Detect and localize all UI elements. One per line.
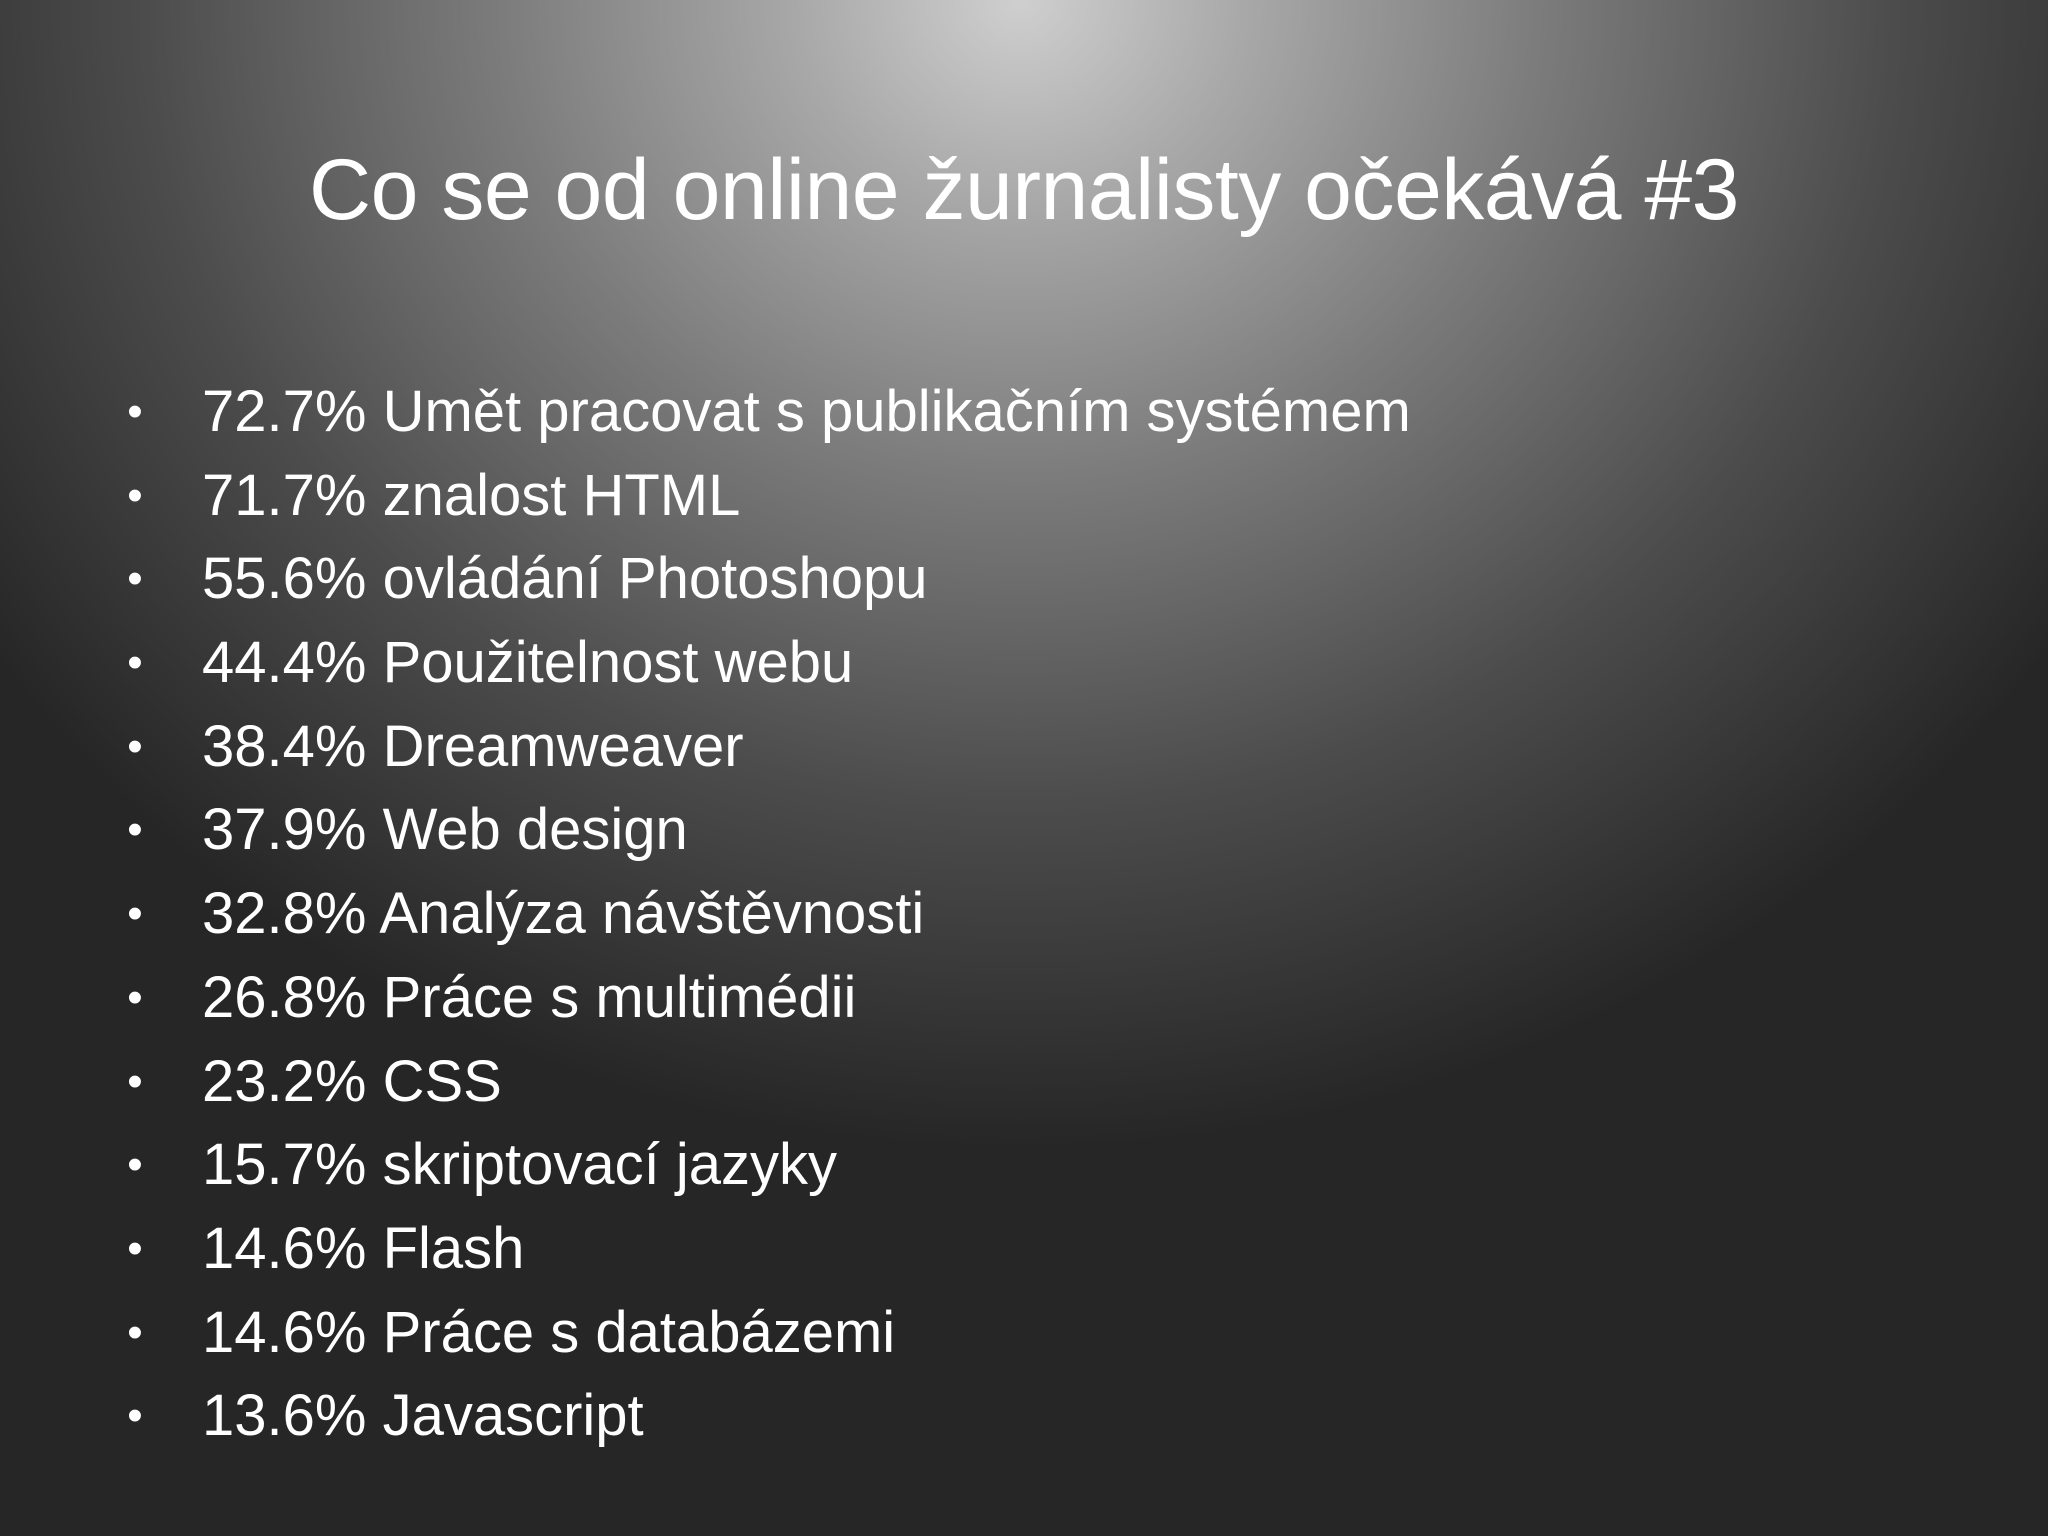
bullet-dot-icon: •: [127, 387, 143, 436]
bullet-dot-icon: •: [127, 1391, 143, 1441]
list-item-text: 13.6% Javascript: [202, 1383, 644, 1449]
list-item: • 38.4% Dreamweaver: [120, 705, 1411, 789]
slide-title: Co se od online žurnalisty očekává #3: [308, 142, 1740, 238]
bullet-list: • 72.7% Umět pracovat s publikačním systé…: [120, 370, 1411, 1458]
list-item: • 55.6% ovládání Photoshopu: [120, 537, 1411, 621]
list-item-text: 38.4% Dreamweaver: [202, 713, 744, 779]
bullet-dot-icon: •: [127, 1056, 143, 1106]
list-item: • 26.8% Práce s multimédii: [120, 956, 1411, 1040]
list-item: • 72.7% Umět pracovat s publikačním systé…: [120, 370, 1411, 454]
list-item-text: 32.8% Analýza návštěvnosti: [202, 881, 925, 947]
list-item: • 14.6% Flash: [120, 1207, 1411, 1291]
list-item-text: 23.2% CSS: [202, 1048, 502, 1114]
list-item: • 23.2% CSS: [120, 1040, 1411, 1124]
list-item-text: 71.7% znalost HTML: [202, 462, 741, 528]
bullet-dot-icon: •: [127, 470, 143, 520]
list-item: • 14.6% Práce s databázemi: [120, 1291, 1411, 1375]
list-item: • 37.9% Web design: [120, 788, 1411, 872]
bullet-dot-icon: •: [127, 1223, 143, 1273]
list-item: • 44.4% Použitelnost webu: [120, 621, 1411, 705]
bullet-dot-icon: •: [127, 889, 143, 939]
list-item-text: 14.6% Práce s databázemi: [202, 1299, 896, 1365]
bullet-dot-icon: •: [127, 1307, 143, 1357]
bullet-dot-icon: •: [127, 805, 143, 855]
list-item: • 13.6% Javascript: [120, 1374, 1411, 1458]
list-item: • 15.7% skriptovací jazyky: [120, 1123, 1411, 1207]
bullet-dot-icon: •: [127, 638, 143, 688]
list-item-text: 26.8% Práce s multimédii: [202, 964, 857, 1030]
list-item: • 71.7% znalost HTML: [120, 454, 1411, 538]
list-item-text: 55.6% ovládání Photoshopu: [202, 546, 928, 612]
list-item-text: 14.6% Flash: [202, 1215, 525, 1281]
list-item-text: 37.9% Web design: [202, 797, 688, 863]
bullet-dot-icon: •: [127, 1140, 143, 1190]
bullet-dot-icon: •: [127, 554, 143, 604]
bullet-dot-icon: •: [127, 721, 143, 771]
bullet-dot-icon: •: [127, 972, 143, 1022]
list-item-text: 15.7% skriptovací jazyky: [202, 1132, 838, 1198]
list-item-text: 44.4% Použitelnost webu: [202, 630, 854, 696]
list-item: • 32.8% Analýza návštěvnosti: [120, 872, 1411, 956]
list-item-text: 72.7% Umět pracovat s publikačním systém…: [202, 379, 1411, 444]
